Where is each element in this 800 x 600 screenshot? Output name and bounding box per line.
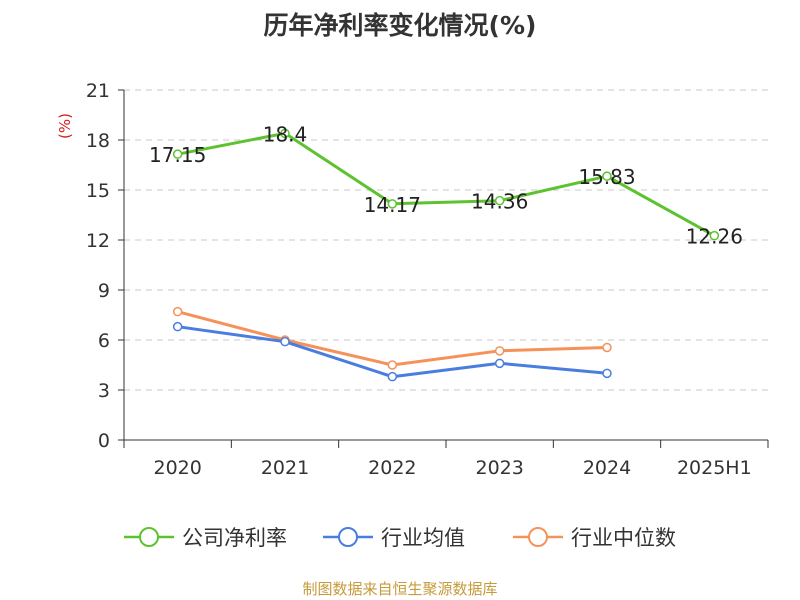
data-point	[172, 306, 183, 317]
data-point	[172, 149, 183, 159]
y-tick-label: 18	[86, 130, 110, 152]
x-tick-label: 2025H1	[677, 457, 752, 479]
series-line-3	[177, 310, 608, 367]
y-tick-label: 3	[98, 380, 110, 402]
data-label: 17.15	[149, 143, 206, 167]
data-point	[172, 321, 183, 332]
data-point	[602, 342, 612, 353]
y-tick-label: 21	[86, 80, 110, 102]
data-point	[602, 171, 612, 181]
data-label: 12.26	[686, 225, 743, 249]
data-label: 14.36	[471, 190, 528, 214]
data-point	[387, 199, 398, 209]
x-tick-label: 2023	[475, 457, 523, 479]
x-tick-label: 2021	[261, 457, 309, 479]
data-label: 18.4	[263, 122, 308, 146]
legend-label: 行业均值	[381, 526, 465, 550]
data-point	[709, 230, 720, 241]
data-point	[387, 371, 398, 382]
data-label: 15.83	[578, 165, 635, 189]
y-tick-label: 0	[98, 430, 110, 452]
legend-label: 行业中位数	[571, 526, 676, 550]
chart-title: 历年净利率变化情况(%)	[263, 11, 537, 40]
data-point	[387, 360, 398, 370]
data-point	[280, 336, 290, 347]
y-tick-label: 15	[86, 180, 110, 202]
y-axis-label: (%)	[56, 113, 74, 139]
legend-marker	[528, 527, 548, 547]
x-tick-label: 2024	[583, 457, 631, 479]
data-label: 14.17	[364, 193, 421, 217]
data-source-note: 制图数据来自恒生聚源数据库	[302, 580, 498, 598]
legend-marker	[139, 527, 159, 547]
legend-label: 公司净利率	[182, 526, 287, 550]
x-tick-label: 2022	[368, 457, 416, 479]
data-point	[494, 346, 505, 356]
series-line-1	[177, 131, 716, 238]
x-tick-label: 2020	[153, 457, 201, 479]
legend-marker	[338, 527, 358, 547]
data-point	[602, 368, 612, 379]
data-point	[494, 358, 505, 369]
data-point	[494, 195, 505, 206]
y-tick-label: 9	[98, 280, 110, 302]
data-point	[280, 128, 290, 139]
y-tick-label: 6	[98, 330, 110, 352]
y-tick-label: 12	[86, 230, 110, 252]
